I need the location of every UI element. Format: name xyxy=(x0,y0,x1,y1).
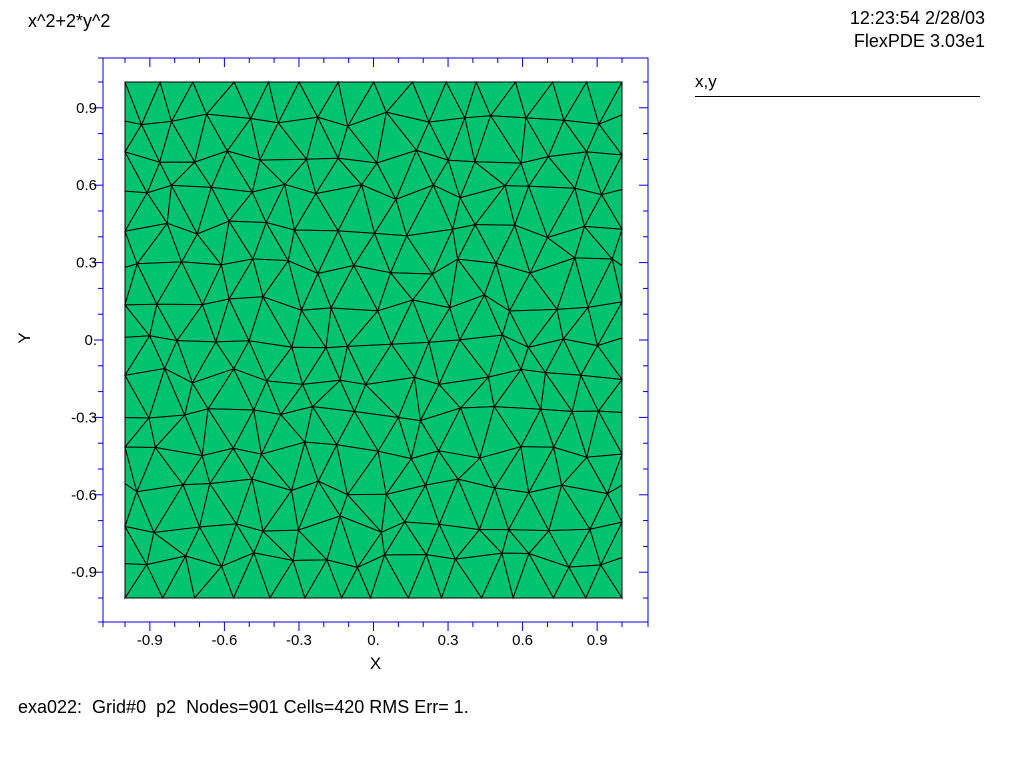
svg-text:-0.6: -0.6 xyxy=(71,487,97,504)
y-axis-label: Y xyxy=(15,332,34,343)
x-axis-label: X xyxy=(370,654,381,673)
x-axis-tick-labels: -0.9 -0.6 -0.3 0. 0.3 0.6 0.9 xyxy=(137,632,608,649)
header-info: 12:23:54 2/28/03 FlexPDE 3.03e1 xyxy=(850,7,985,53)
svg-text:-0.6: -0.6 xyxy=(211,632,237,649)
axis-ticks xyxy=(94,57,649,631)
svg-text:-0.3: -0.3 xyxy=(286,632,312,649)
status-bar: exa022: Grid#0 p2 Nodes=901 Cells=420 RM… xyxy=(18,697,469,717)
svg-text:0.3: 0.3 xyxy=(438,632,459,649)
svg-text:0.: 0. xyxy=(84,332,97,349)
timestamp: 12:23:54 2/28/03 xyxy=(849,8,985,28)
plot-expression-title: x^2+2*y^2 xyxy=(28,11,111,31)
svg-text:0.9: 0.9 xyxy=(587,632,608,649)
svg-text:-0.9: -0.9 xyxy=(137,632,163,649)
legend-label: x,y xyxy=(695,72,717,91)
svg-text:-0.3: -0.3 xyxy=(71,409,97,426)
svg-text:0.: 0. xyxy=(367,632,380,649)
svg-text:-0.9: -0.9 xyxy=(71,564,97,581)
svg-text:0.6: 0.6 xyxy=(76,177,97,194)
svg-text:0.9: 0.9 xyxy=(76,100,97,117)
app-version: FlexPDE 3.03e1 xyxy=(853,31,985,51)
legend: x,y xyxy=(695,72,980,97)
y-axis-tick-labels: -0.9 -0.6 -0.3 0. 0.3 0.6 0.9 xyxy=(71,100,97,581)
svg-text:0.6: 0.6 xyxy=(512,632,533,649)
svg-text:0.3: 0.3 xyxy=(76,255,97,272)
mesh-triangles xyxy=(123,80,624,600)
